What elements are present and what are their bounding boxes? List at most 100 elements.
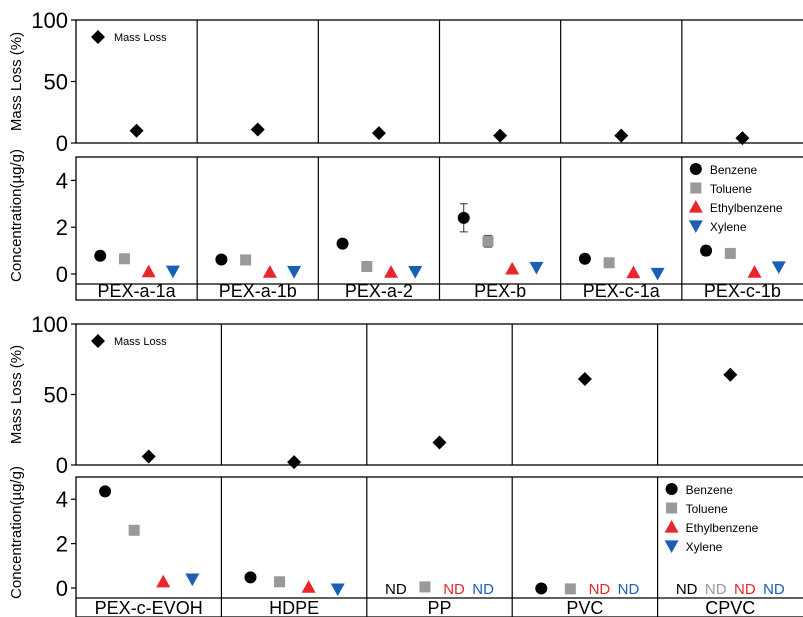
- nd-label: ND: [763, 581, 785, 598]
- legend-marker: [664, 520, 679, 533]
- concentration-point: [747, 265, 762, 278]
- y-tick-label: 0: [56, 576, 68, 601]
- nd-label: ND: [676, 581, 698, 598]
- legend-label: Xylene: [710, 220, 747, 234]
- legend-label: Xylene: [686, 540, 723, 554]
- concentration-point: [384, 265, 399, 278]
- concentration-point: [724, 247, 736, 259]
- category-label: PEX-a-1b: [219, 281, 297, 301]
- concentration-y-label: Concentration(µg/g): [8, 149, 25, 282]
- y-tick-label: 0: [56, 262, 68, 287]
- concentration-point: [262, 265, 277, 278]
- concentration-point: [99, 485, 112, 498]
- concentration-point: [128, 524, 140, 536]
- top-figure-group: 0 50 100 Mass Loss (%) Mass Loss 0 2 4 Concentra…: [8, 8, 803, 301]
- legend-marker: [689, 163, 702, 175]
- concentration-point: [156, 574, 171, 588]
- mass-loss-point: [287, 455, 302, 470]
- legend-label: Toluene: [686, 502, 728, 516]
- y-tick-label: 2: [56, 215, 68, 240]
- concentration-point: [185, 573, 200, 587]
- category-label: PP: [427, 598, 451, 617]
- y-tick-label: 50: [44, 383, 68, 408]
- concentration-point: [244, 571, 257, 584]
- legend-label: Benzene: [710, 163, 758, 177]
- y-tick-label: 50: [44, 70, 68, 95]
- legend-marker: [664, 540, 679, 553]
- nd-label: ND: [472, 581, 494, 598]
- concentration-frame: [75, 476, 803, 617]
- concentration-point: [419, 581, 431, 593]
- legend-label: Ethylbenzene: [686, 521, 759, 535]
- concentration-point: [529, 261, 544, 275]
- y-tick-label: 0: [56, 453, 68, 478]
- concentration-point: [700, 244, 713, 257]
- mass-loss-point: [723, 367, 738, 382]
- legend-mass-loss-marker: [91, 30, 105, 44]
- category-label: PVC: [566, 598, 603, 617]
- mass-loss-y-label: Mass Loss (%): [8, 345, 25, 444]
- concentration-point: [457, 211, 470, 224]
- concentration-point: [165, 265, 180, 279]
- bottom-figure-group: 0 50 100 Mass Loss (%) Mass Loss 0 2 4 Concentra…: [8, 312, 803, 617]
- concentration-point: [603, 257, 615, 269]
- concentration-point: [287, 266, 302, 279]
- legend-mass-loss-label: Mass Loss: [114, 32, 167, 44]
- y-tick-label: 4: [56, 168, 68, 193]
- legend-mass-loss-label: Mass Loss: [114, 336, 167, 348]
- legend-marker: [688, 220, 703, 233]
- legend-label: Benzene: [686, 483, 734, 497]
- concentration-point: [505, 261, 520, 275]
- concentration-point: [215, 253, 228, 266]
- nd-label: ND: [618, 581, 640, 598]
- concentration-point: [301, 580, 316, 593]
- category-label: PEX-c-EVOH: [95, 598, 203, 617]
- concentration-point: [482, 235, 494, 247]
- concentration-point: [564, 583, 576, 595]
- concentration-panel: 0 2 4 Concentration(µg/g) ND ND ND ND ND ND ND ND ND…: [8, 466, 803, 617]
- category-label: PEX-a-1a: [98, 281, 177, 301]
- mass-loss-point: [250, 122, 265, 137]
- category-label: PEX-b: [474, 281, 526, 301]
- mass-loss-point: [141, 449, 156, 464]
- concentration-point: [118, 253, 130, 265]
- mass-loss-panel: 0 50 100 Mass Loss (%) Mass Loss: [8, 8, 803, 156]
- mass-loss-point: [735, 131, 750, 146]
- concentration-point: [535, 582, 548, 595]
- legend-label: Toluene: [710, 182, 752, 196]
- y-tick-label: 100: [31, 8, 68, 33]
- concentration-point: [771, 261, 786, 274]
- concentration-point: [578, 252, 591, 265]
- mass-loss-point: [129, 123, 144, 138]
- concentration-point: [336, 237, 349, 250]
- mass-loss-point: [614, 128, 629, 143]
- concentration-point: [361, 261, 373, 273]
- category-label: PEX-a-2: [345, 281, 413, 301]
- mass-loss-y-label: Mass Loss (%): [8, 32, 25, 131]
- legend-marker: [688, 200, 703, 213]
- nd-label: ND: [443, 581, 465, 598]
- mass-loss-point: [371, 126, 386, 141]
- concentration-point: [330, 583, 345, 597]
- concentration-point: [626, 265, 641, 279]
- mass-loss-point: [577, 371, 592, 386]
- concentration-frame: [75, 156, 803, 301]
- mass-loss-panel: 0 50 100 Mass Loss (%) Mass Loss: [8, 312, 803, 478]
- mass-loss-point: [432, 435, 447, 450]
- y-tick-label: 4: [56, 487, 68, 512]
- y-tick-label: 2: [56, 532, 68, 557]
- category-label: PEX-c-1a: [583, 281, 661, 301]
- legend-marker: [690, 182, 702, 194]
- concentration-y-label: Concentration(µg/g): [8, 466, 25, 599]
- y-tick-label: 100: [31, 312, 68, 337]
- nd-label: ND: [705, 581, 727, 598]
- concentration-point: [408, 266, 423, 279]
- nd-label: ND: [734, 581, 756, 598]
- concentration-point: [650, 267, 665, 281]
- legend-mass-loss-marker: [91, 334, 105, 348]
- y-tick-label: 0: [56, 131, 68, 156]
- mass-loss-point: [493, 128, 508, 143]
- concentration-point: [274, 576, 286, 588]
- nd-label: ND: [385, 581, 407, 598]
